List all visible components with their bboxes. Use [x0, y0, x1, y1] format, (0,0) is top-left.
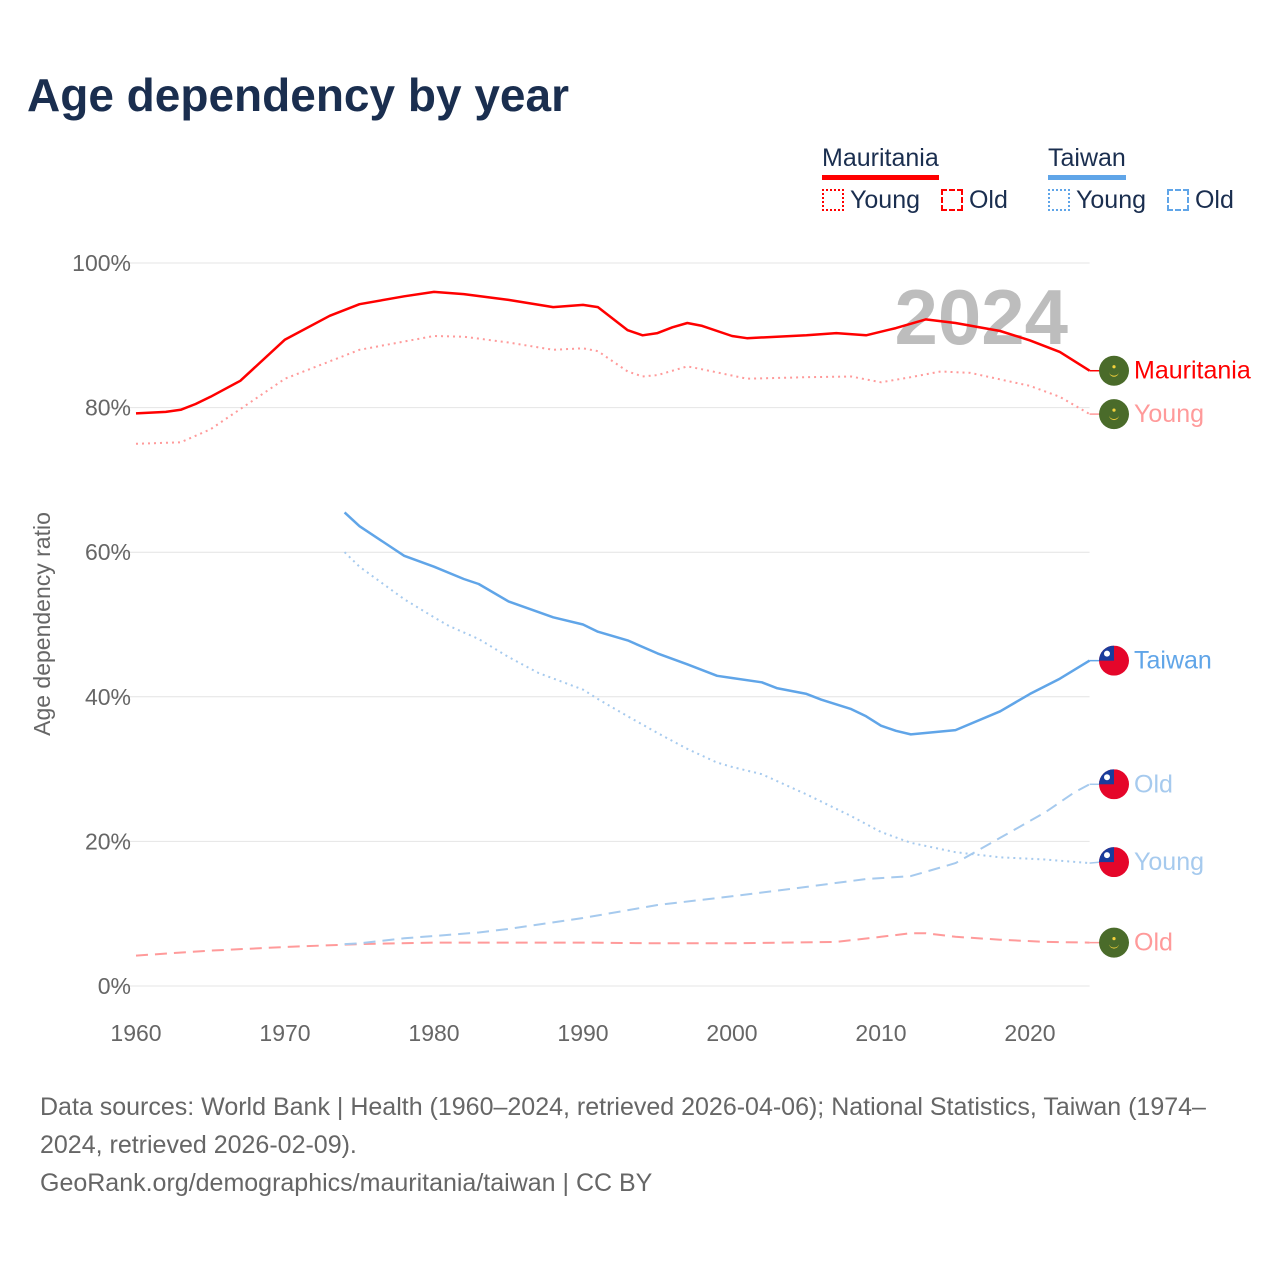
- x-tick-label: 1980: [408, 1020, 459, 1046]
- dotted-swatch-icon: [1048, 189, 1070, 211]
- x-tick-label: 2000: [706, 1020, 757, 1046]
- attribution-link[interactable]: GeoRank.org/demographics/mauritania/taiw…: [40, 1169, 653, 1197]
- legend-item-young[interactable]: Young: [822, 186, 920, 215]
- series-line-taiwan: [343, 511, 1091, 736]
- dashed-swatch-icon: [940, 189, 963, 211]
- year-overlay: 2024: [894, 273, 1068, 361]
- legend-label: Young: [1076, 186, 1146, 214]
- taiwan-flag-icon: [1099, 769, 1129, 800]
- legend-taiwan[interactable]: Taiwan Young Old: [1048, 144, 1234, 215]
- series-line-taiwan-old: [344, 783, 1091, 946]
- y-tick-label: 80%: [85, 395, 131, 421]
- series-line-mauritania-young: [135, 335, 1091, 445]
- legend-item-old[interactable]: Old: [940, 186, 1008, 215]
- x-tick-label: 2010: [855, 1020, 906, 1046]
- end-connector: [1089, 861, 1101, 864]
- series-line-mauritania: [135, 290, 1091, 415]
- legend-mauritania[interactable]: Mauritania Young Old: [822, 144, 1022, 215]
- legend-label: Old: [968, 186, 1008, 214]
- y-axis-label: Age dependency ratio: [29, 512, 55, 736]
- dashed-swatch-icon: [1166, 189, 1189, 211]
- legend-item-old[interactable]: Old: [1166, 186, 1234, 215]
- legend-label: Young: [850, 186, 920, 214]
- end-label: Old: [1134, 770, 1173, 798]
- mauritania-flag-icon: [1099, 355, 1129, 386]
- end-label: Taiwan: [1134, 647, 1212, 675]
- x-tick-label: 1970: [259, 1020, 310, 1046]
- x-tick-label: 2020: [1004, 1020, 1055, 1046]
- data-sources: Data sources: World Bank | Health (1960–…: [40, 1093, 1206, 1159]
- legend-item-young[interactable]: Young: [1048, 186, 1146, 215]
- mauritania-flag-icon: [1099, 927, 1129, 958]
- chart-title: Age dependency by year: [27, 69, 569, 121]
- y-tick-label: 100%: [72, 250, 131, 276]
- y-tick-label: 40%: [85, 684, 131, 710]
- legend-label: Old: [1194, 186, 1234, 214]
- mauritania-flag-icon: [1099, 399, 1129, 430]
- y-tick-label: 0%: [98, 973, 131, 999]
- y-tick-label: 20%: [85, 828, 131, 854]
- end-label: Old: [1134, 929, 1173, 957]
- series-line-mauritania-old: [135, 932, 1090, 957]
- series-line-taiwan-young: [343, 551, 1090, 865]
- legend-name: Mauritania: [822, 144, 939, 180]
- taiwan-flag-icon: [1099, 847, 1129, 878]
- end-label: Young: [1134, 400, 1204, 428]
- footer: Data sources: World Bank | Health (1960–…: [40, 1088, 1250, 1202]
- end-label: Young: [1134, 848, 1204, 876]
- taiwan-flag-icon: [1099, 645, 1129, 676]
- x-tick-label: 1960: [110, 1020, 161, 1046]
- end-label: Mauritania: [1134, 357, 1251, 385]
- y-tick-label: 60%: [85, 539, 131, 565]
- legend-name: Taiwan: [1048, 144, 1126, 180]
- dotted-swatch-icon: [822, 189, 844, 211]
- x-tick-label: 1990: [557, 1020, 608, 1046]
